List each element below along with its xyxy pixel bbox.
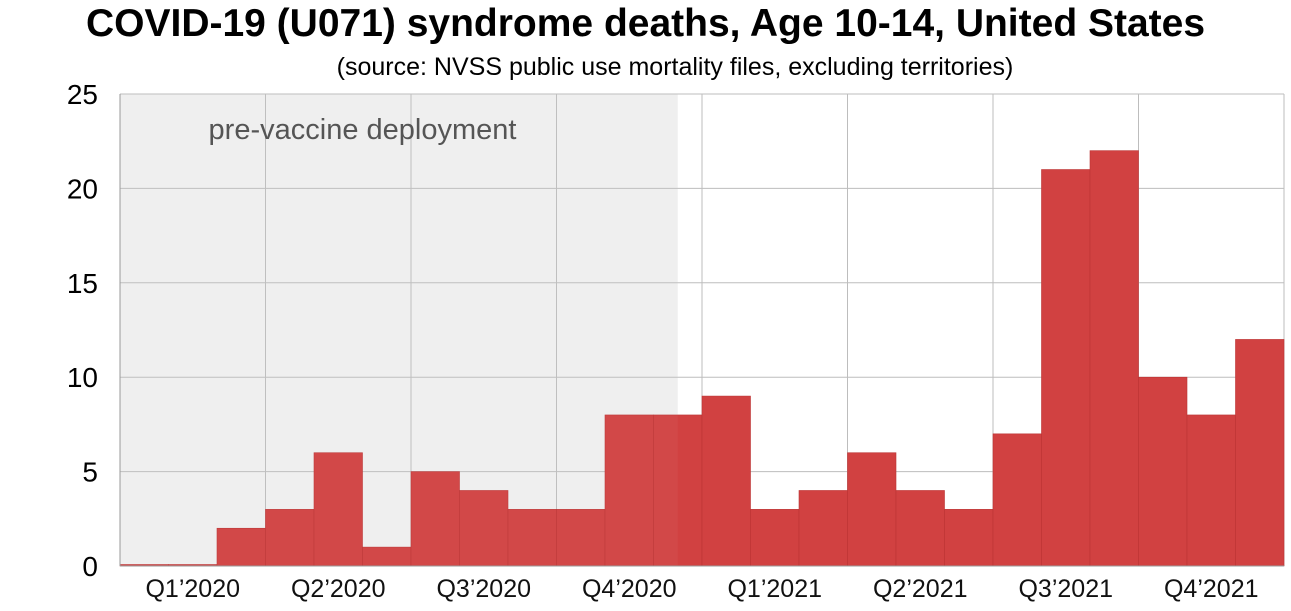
y-tick-label: 25 [67, 79, 98, 110]
bar-2020-08 [459, 490, 509, 567]
y-tick-labels: 0 5 10 15 20 25 [67, 79, 98, 582]
bar-2020-11 [604, 414, 654, 567]
y-tick-label: 20 [67, 173, 98, 204]
bar-2021-04 [847, 452, 897, 567]
bar-2020-04 [265, 509, 315, 567]
x-tick-label: Q2’2021 [873, 575, 968, 603]
x-tick-label: Q4’2021 [1164, 575, 1259, 603]
x-tick-label: Q4’2020 [582, 575, 677, 603]
bar-2021-11 [1186, 414, 1236, 567]
y-tick-label: 5 [82, 457, 98, 488]
bar-2021-12 [1235, 339, 1285, 567]
x-tick-label: Q1’2020 [145, 575, 240, 603]
bar-2021-01 [701, 395, 751, 567]
bar-2021-08 [1041, 169, 1091, 567]
bar-2021-06 [944, 509, 994, 567]
x-tick-label: Q3’2020 [436, 575, 531, 603]
x-tick-label: Q1’2021 [727, 575, 822, 603]
pre-vaccine-shaded-region [120, 94, 678, 566]
bar-2020-12 [653, 414, 703, 567]
y-tick-label: 0 [82, 551, 98, 582]
bar-2020-05 [313, 452, 363, 567]
x-tick-label: Q3’2021 [1018, 575, 1113, 603]
y-tick-label: 10 [67, 362, 98, 393]
bar-2021-02 [750, 509, 800, 567]
bar-2020-09 [507, 509, 557, 567]
chart-subtitle: (source: NVSS public use mortality files… [336, 53, 1014, 81]
x-tick-labels: Q1’2020 Q2’2020 Q3’2020 Q4’2020 Q1’2021 Q2’20… [145, 575, 1258, 603]
pre-vaccine-annotation: pre-vaccine deployment [209, 114, 517, 146]
bars [119, 94, 1285, 567]
chart-title: COVID-19 (U071) syndrome deaths, Age 10-… [85, 2, 1206, 45]
bar-2020-10 [556, 509, 606, 567]
x-tick-label: Q2’2020 [291, 575, 386, 603]
bar-2020-03 [216, 527, 266, 567]
bar-2021-05 [895, 490, 945, 567]
shade-overlay [120, 94, 678, 566]
y-tick-label: 15 [67, 268, 98, 299]
bar-2021-09 [1089, 150, 1139, 567]
bar-2021-10 [1138, 376, 1188, 567]
axes [119, 94, 1284, 567]
bar-2021-03 [798, 490, 848, 567]
bar-2021-07 [992, 433, 1042, 567]
